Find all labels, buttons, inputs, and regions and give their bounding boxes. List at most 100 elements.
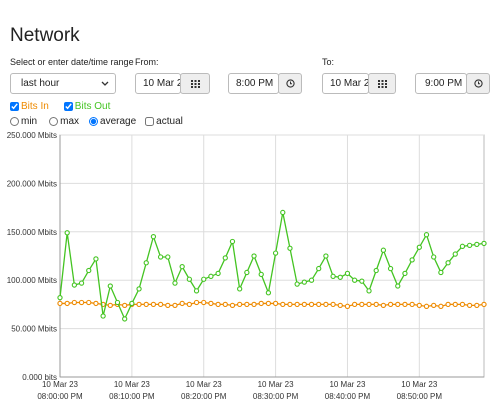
- data-point: [107, 302, 113, 309]
- data-point: [122, 302, 128, 309]
- data-point: [416, 302, 422, 309]
- caret: [101, 81, 109, 86]
- range-select[interactable]: last hour: [10, 73, 116, 94]
- y-tick-label: 50.000 Mbits: [11, 325, 57, 334]
- data-point: [474, 302, 480, 309]
- y-tick-label: 100.000 Mbits: [7, 276, 57, 285]
- data-point: [157, 301, 164, 308]
- data-point: [438, 303, 444, 309]
- data-point: [380, 247, 387, 253]
- checkbox[interactable]: [145, 116, 155, 126]
- series-toggle[interactable]: Bits In: [10, 101, 49, 112]
- data-point: [452, 301, 458, 308]
- data-point: [466, 242, 473, 249]
- data-point: [222, 255, 228, 261]
- y-tick-label: 250.000 Mbits: [7, 131, 57, 140]
- data-point: [445, 301, 451, 308]
- actual-option[interactable]: actual: [145, 116, 183, 127]
- data-point: [114, 299, 121, 306]
- to-clock-button[interactable]: [466, 73, 490, 94]
- data-point: [459, 243, 466, 249]
- data-point: [272, 250, 279, 256]
- data-point: [452, 251, 458, 257]
- data-point: [409, 301, 415, 308]
- data-point: [136, 301, 142, 308]
- data-point: [172, 280, 178, 286]
- data-point: [395, 301, 401, 308]
- data-point: [71, 299, 78, 306]
- mode-label: average: [100, 115, 137, 127]
- data-point: [330, 301, 336, 308]
- data-point: [481, 240, 487, 247]
- data-point: [380, 302, 387, 309]
- radio[interactable]: [10, 116, 19, 126]
- data-point: [237, 301, 243, 308]
- to-calendar-button[interactable]: [368, 73, 396, 94]
- from-calendar-button[interactable]: [180, 73, 210, 94]
- x-tick-date: 10 Mar 23: [42, 380, 79, 389]
- data-point: [201, 299, 207, 306]
- mode-label: max: [60, 115, 80, 127]
- radio[interactable]: [49, 116, 59, 126]
- x-tick-time: 08:50:00 PM: [397, 392, 443, 401]
- from-time-text: 8:00 PM: [236, 78, 274, 89]
- data-point: [64, 300, 70, 307]
- series-toggles: Bits In Bits Out: [10, 100, 117, 112]
- data-point: [107, 283, 113, 289]
- from-clock-button[interactable]: [278, 73, 302, 94]
- data-point: [143, 260, 149, 266]
- data-point: [71, 282, 78, 288]
- from-date[interactable]: 10 Mar 23: [135, 73, 181, 94]
- data-point: [57, 300, 63, 307]
- from-time[interactable]: 8:00 PM: [228, 73, 279, 94]
- checkbox[interactable]: [10, 101, 19, 111]
- to-date[interactable]: 10 Mar 23: [322, 73, 369, 94]
- data-point: [431, 302, 437, 309]
- y-tick-label: 0.000 bits: [22, 373, 57, 382]
- page-title: Network: [10, 25, 80, 46]
- data-point: [150, 233, 157, 240]
- x-tick-time: 08:20:00 PM: [181, 392, 227, 401]
- legend-label: Bits Out: [74, 100, 111, 112]
- range-value: last hour: [21, 78, 60, 89]
- to-date-text: 10 Mar 23: [330, 78, 369, 89]
- data-point: [351, 277, 358, 283]
- checkbox[interactable]: [63, 101, 73, 111]
- to-time[interactable]: 9:00 PM: [415, 73, 467, 94]
- x-tick-date: 10 Mar 23: [401, 380, 438, 389]
- data-point: [165, 302, 171, 309]
- mode-option[interactable]: average: [89, 116, 136, 127]
- data-point: [445, 260, 451, 266]
- radio[interactable]: [89, 116, 99, 126]
- data-point: [431, 254, 437, 260]
- y-tick-label: 200.000 Mbits: [7, 179, 57, 188]
- data-point: [308, 277, 315, 283]
- x-tick-date: 10 Mar 23: [329, 380, 366, 389]
- mode-option[interactable]: max: [49, 116, 79, 127]
- data-point: [165, 254, 171, 260]
- data-point: [265, 290, 272, 296]
- data-point: [251, 253, 257, 259]
- series-toggle[interactable]: Bits Out: [63, 100, 111, 112]
- data-point: [150, 301, 157, 308]
- data-point: [93, 256, 99, 262]
- data-point: [402, 301, 408, 308]
- from-label: From:: [135, 57, 159, 67]
- mode-option[interactable]: min: [10, 116, 37, 127]
- data-point: [237, 286, 243, 292]
- x-tick-time: 08:00:00 PM: [37, 392, 83, 401]
- data-point: [172, 302, 178, 309]
- data-point: [366, 288, 372, 294]
- data-point: [474, 241, 480, 248]
- data-point: [416, 244, 422, 250]
- data-point: [280, 209, 286, 216]
- data-point: [193, 299, 200, 306]
- data-point: [301, 301, 307, 308]
- calendar-icon: [190, 79, 200, 88]
- data-point: [344, 303, 351, 309]
- data-point: [136, 286, 142, 292]
- x-tick-date: 10 Mar 23: [258, 380, 295, 389]
- from-date-text: 10 Mar 23: [143, 78, 180, 89]
- data-point: [64, 230, 70, 236]
